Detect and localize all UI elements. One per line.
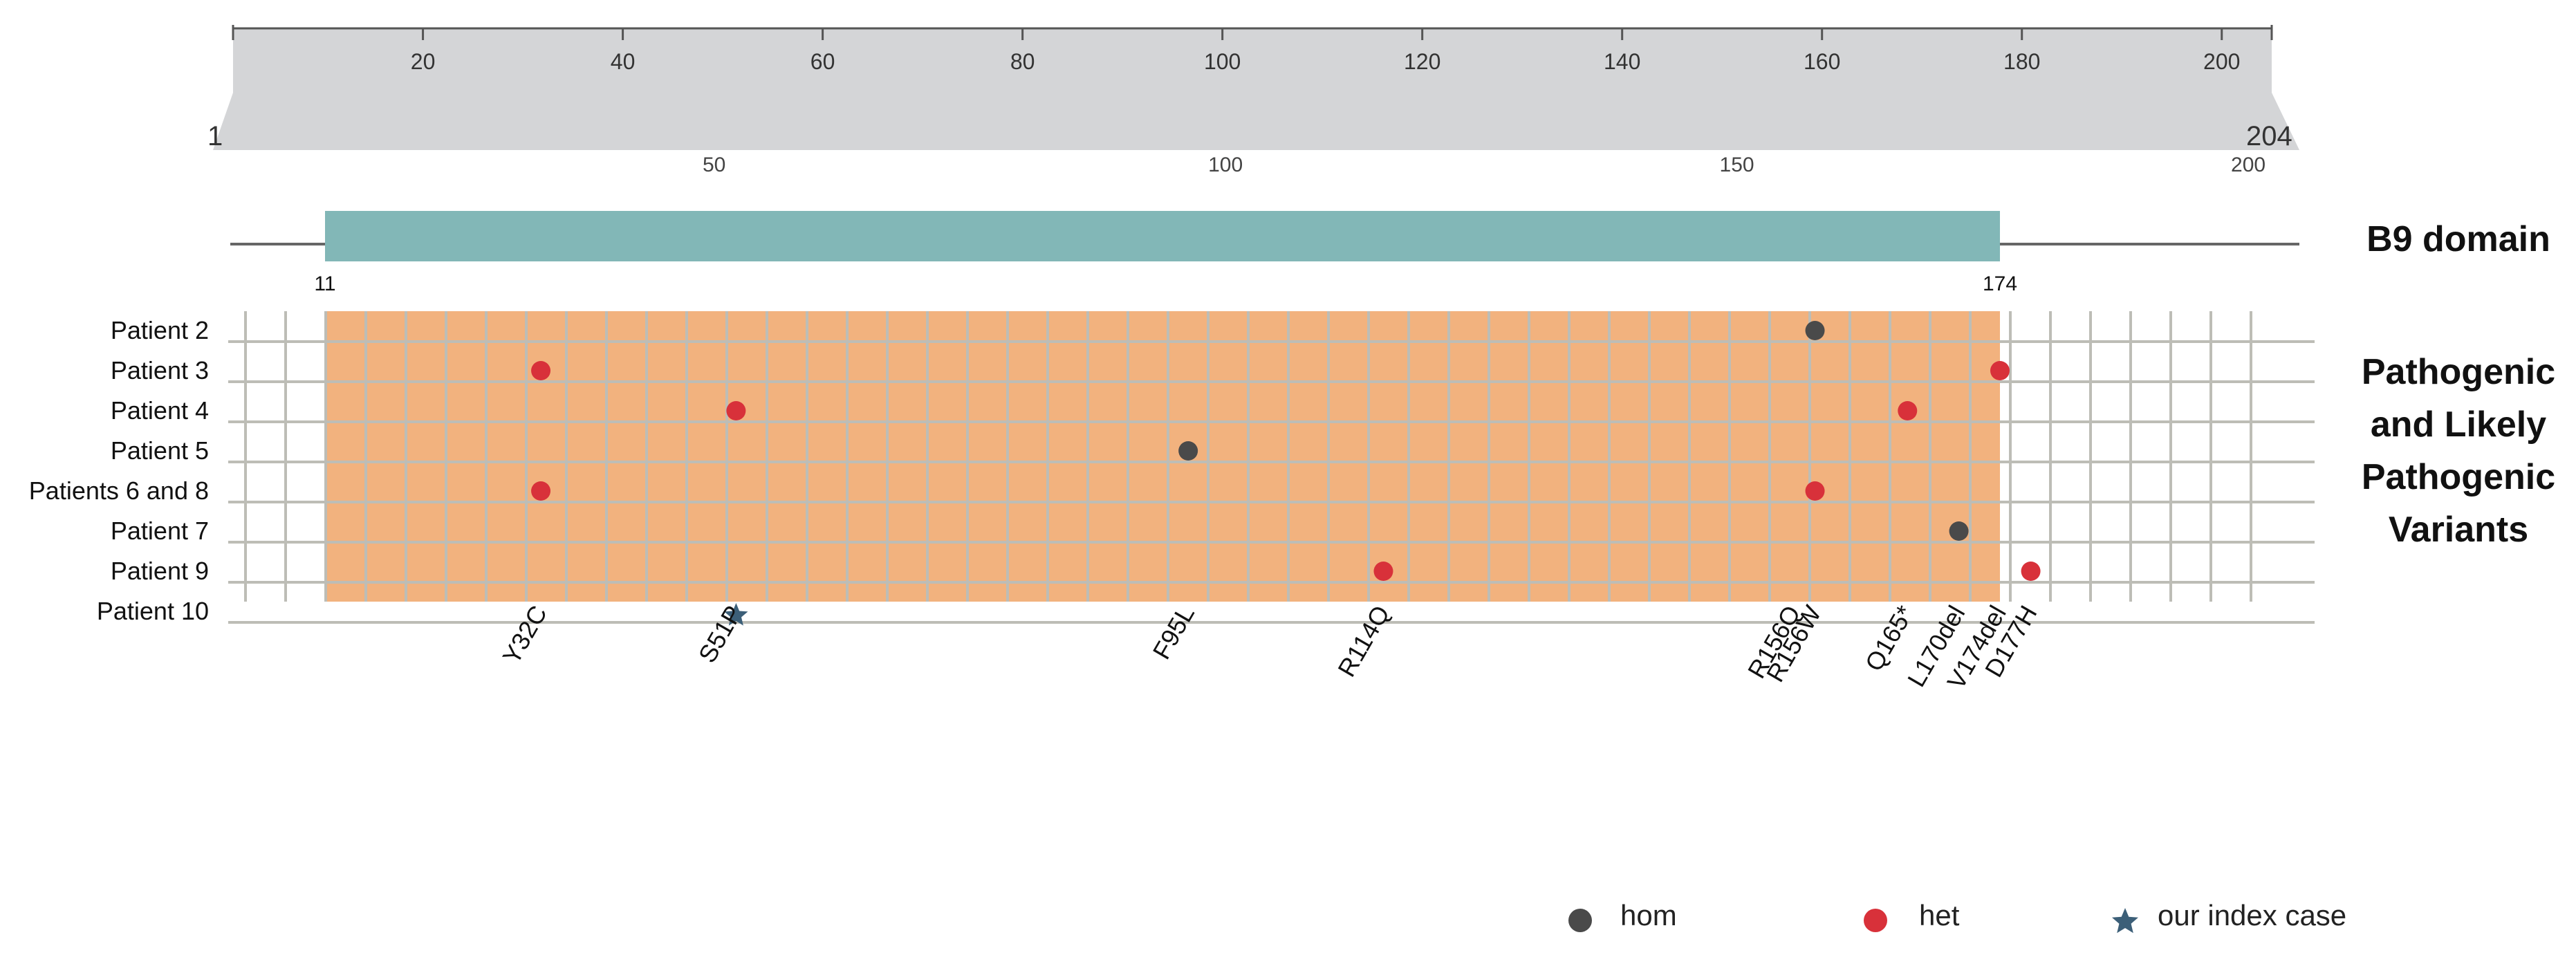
domain-start-label: 11 bbox=[314, 272, 335, 295]
domain-end-label: 174 bbox=[1983, 272, 2017, 295]
variant-marker-het bbox=[1898, 401, 1918, 420]
ruler-top-tick-label: 80 bbox=[1010, 49, 1035, 74]
legend-hom-marker bbox=[1568, 909, 1592, 932]
legend-hom-label: hom bbox=[1620, 899, 1677, 931]
ruler-bottom-band bbox=[213, 93, 2299, 150]
domain-name-label: B9 domain bbox=[2366, 219, 2550, 259]
legend: hom het our index case bbox=[1568, 899, 2346, 934]
grid-domain-fill bbox=[325, 311, 2000, 602]
variant-markers bbox=[531, 321, 2041, 626]
ruler-top-tick-label: 40 bbox=[611, 49, 636, 74]
patient-label: Patient 5 bbox=[111, 436, 209, 465]
domain-track: 11 174 B9 domain bbox=[230, 211, 2550, 295]
variants-title-line-1: Pathogenic bbox=[2362, 352, 2555, 392]
legend-het-label: het bbox=[1919, 899, 1960, 931]
variant-marker-het bbox=[2021, 562, 2041, 581]
ruler-start-label: 1 bbox=[207, 121, 223, 151]
patient-label: Patient 4 bbox=[111, 396, 209, 425]
legend-index-case-star-icon bbox=[2112, 908, 2138, 934]
patient-label: Patient 3 bbox=[111, 356, 209, 384]
ruler-end-label: 204 bbox=[2246, 121, 2292, 151]
variants-panel: Patient 2 Patient 3 Patient 4 Patient 5 Pati… bbox=[29, 311, 2555, 694]
patient-label: Patient 9 bbox=[111, 557, 209, 585]
mutation-label: Y32C bbox=[497, 601, 553, 669]
patient-labels: Patient 2 Patient 3 Patient 4 Patient 5 Pati… bbox=[29, 316, 209, 625]
ruler-top-tick-label: 60 bbox=[810, 49, 835, 74]
ruler-bottom-ticks: 50 100 150 200 bbox=[703, 154, 2265, 176]
variant-marker-hom bbox=[1805, 321, 1825, 340]
variant-marker-het bbox=[1990, 361, 2010, 380]
variant-marker-index-case bbox=[724, 603, 748, 626]
variant-marker-het bbox=[531, 361, 551, 380]
variants-title-line-3: Pathogenic bbox=[2362, 457, 2555, 497]
variant-marker-het bbox=[1373, 562, 1393, 581]
legend-index-case-label: our index case bbox=[2158, 899, 2346, 931]
mutation-label: S51P bbox=[693, 601, 748, 668]
ruler-top-tick-label: 140 bbox=[1604, 49, 1640, 74]
ruler-top-tick-label: 120 bbox=[1404, 49, 1440, 74]
ruler-top-tick-label: 180 bbox=[2003, 49, 2040, 74]
ruler-top-ticks: 20 40 60 80 100 120 140 160 180 200 bbox=[411, 28, 2240, 74]
ruler-top-tick-label: 100 bbox=[1204, 49, 1241, 74]
mutation-label: R114Q bbox=[1332, 601, 1395, 682]
ruler-top-tick-label: 200 bbox=[2203, 49, 2240, 74]
ruler-bottom-tick-label: 100 bbox=[1208, 154, 1243, 176]
ruler-top-tick-label: 20 bbox=[411, 49, 436, 74]
b9-domain-bar bbox=[325, 211, 2000, 261]
variants-title-line-4: Variants bbox=[2389, 510, 2528, 550]
ruler-bottom-tick-label: 50 bbox=[703, 154, 725, 176]
variants-panel-title: Pathogenic and Likely Pathogenic Variant… bbox=[2362, 352, 2555, 550]
position-ruler: 20 40 60 80 100 120 140 160 180 200 50 100 150 200 1… bbox=[207, 25, 2299, 176]
legend-het-marker bbox=[1864, 909, 1887, 932]
variant-marker-het bbox=[1805, 481, 1825, 501]
ruler-bottom-tick-label: 200 bbox=[2231, 154, 2265, 176]
ruler-top-tick-label: 160 bbox=[1804, 49, 1840, 74]
patient-label: Patient 10 bbox=[97, 597, 209, 625]
mutation-label: F95L bbox=[1147, 601, 1201, 665]
variant-marker-het bbox=[531, 481, 551, 501]
variants-title-line-2: and Likely bbox=[2371, 405, 2546, 445]
ruler-top-band bbox=[233, 28, 2272, 93]
grid-lines bbox=[228, 311, 2315, 624]
patient-label: Patient 7 bbox=[111, 517, 209, 545]
patient-label: Patient 2 bbox=[111, 316, 209, 344]
variant-marker-hom bbox=[1178, 441, 1198, 461]
patient-label: Patients 6 and 8 bbox=[29, 476, 209, 505]
variant-marker-hom bbox=[1949, 521, 1969, 541]
ruler-bottom-tick-label: 150 bbox=[1720, 154, 1754, 176]
variant-marker-het bbox=[726, 401, 746, 420]
